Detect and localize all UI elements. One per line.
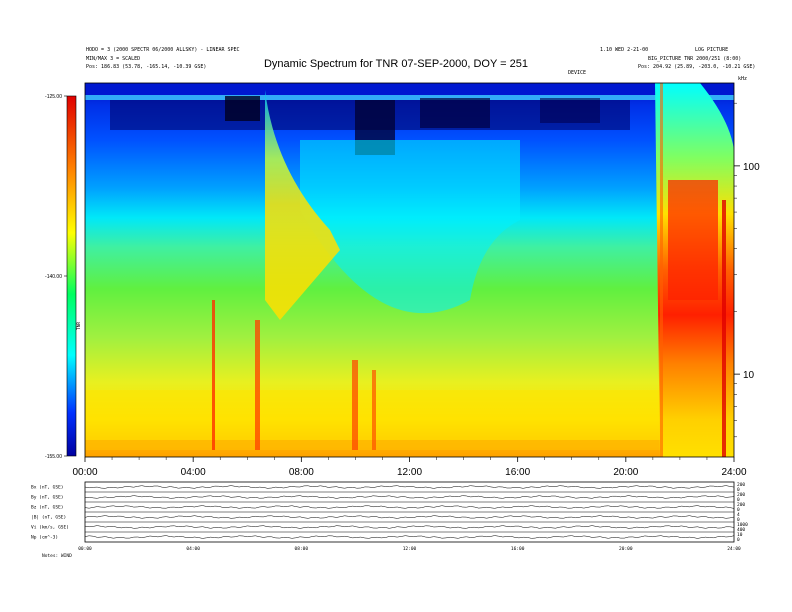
panel-trace [84, 535, 735, 539]
panel-trace [84, 525, 735, 529]
panel-right-tick-label: 10 [737, 532, 743, 538]
panel-right-tick-label: 0 [737, 537, 740, 543]
colorbar [66, 95, 77, 457]
header-right-line1: 1.10 WED 2-21-00 [600, 47, 649, 53]
header-left-line3: Pos: 186.83 (53.78, -165.14, -10.39 GSE) [86, 64, 207, 70]
y-tick-label: 100 [743, 162, 760, 173]
panel-row-label: Bz (nT, GSE) [31, 505, 64, 511]
panel-right-tick-label: 400 [737, 527, 745, 533]
panel-row-label: Np (cm^-3) [31, 535, 58, 541]
panel-trace [84, 515, 735, 519]
panel-x-tick-label: 16:00 [511, 546, 525, 552]
x-tick-label: 08:00 [289, 467, 314, 478]
panel-x-tick-label: 24:00 [727, 546, 741, 552]
panel-right-tick-label: 200 [737, 492, 745, 498]
colorbar-tick-label: -140.00 [45, 274, 62, 280]
x-tick-label: 20:00 [613, 467, 638, 478]
panel-x-tick-label: 08:00 [295, 546, 309, 552]
chart-title: Dynamic Spectrum for TNR 07-SEP-2000, DO… [263, 58, 528, 70]
panel-right-tick-label: 200 [737, 502, 745, 508]
panel-trace [84, 495, 735, 499]
panel-row-label: By (nT, GSE) [31, 495, 64, 501]
panel-right-tick-label: 0 [737, 517, 740, 523]
panel-x-tick-label: 04:00 [186, 546, 200, 552]
colorbar-tick-label: -125.00 [45, 94, 62, 100]
x-tick-label: 04:00 [181, 467, 206, 478]
panel-right-tick-label: 0 [737, 497, 740, 503]
panel-x-tick-label: 20:00 [619, 546, 633, 552]
panel-trace [84, 485, 735, 489]
panel-footer: Notes: WIND [42, 553, 72, 559]
x-tick-label: 16:00 [505, 467, 530, 478]
panel-right-tick-label: 0 [737, 487, 740, 493]
panel-row-label: Vi (km/s, GSE) [31, 525, 69, 531]
panel-right-tick-label: 200 [737, 482, 745, 488]
colorbar-tick-label: -155.00 [45, 454, 62, 460]
x-tick-label: 00:00 [72, 467, 97, 478]
panel-row-label: Bx (nT, GSE) [31, 485, 64, 491]
panel-right-tick-label: 4 [737, 512, 740, 518]
y-tick-label: 10 [743, 370, 755, 381]
header-right-line2: LOG PICTURE [695, 47, 729, 53]
x-tick-label: 24:00 [721, 467, 746, 478]
spectrogram [85, 83, 734, 457]
khz-label: kHz [738, 76, 748, 82]
colorbar-label: TNR [76, 322, 82, 330]
panel-right-tick-label: 1000 [737, 522, 748, 528]
panel-trace [84, 505, 735, 509]
header-left-line2: MIN/MAX 3 = SCALED [86, 56, 141, 62]
header-mid-label: DEVICE [568, 70, 587, 76]
panel-right-tick-label: 0 [737, 507, 740, 513]
header-left-line1: HODO = 3 (2000 SPECTR 06/2000 ALLSKY) - … [86, 47, 240, 53]
x-tick-label: 12:00 [397, 467, 422, 478]
panel-x-tick-label: 00:00 [78, 546, 92, 552]
header-right-line4: Pos: 204.92 (25.89, -203.0, -10.21 GSE) [638, 64, 756, 70]
panel-row-label: |B| (nT, GSE) [31, 515, 66, 521]
header-right-line3: BIG_PICTURE TNR 2000/251 (8:00) [648, 56, 742, 62]
panel-x-tick-label: 12:00 [403, 546, 417, 552]
